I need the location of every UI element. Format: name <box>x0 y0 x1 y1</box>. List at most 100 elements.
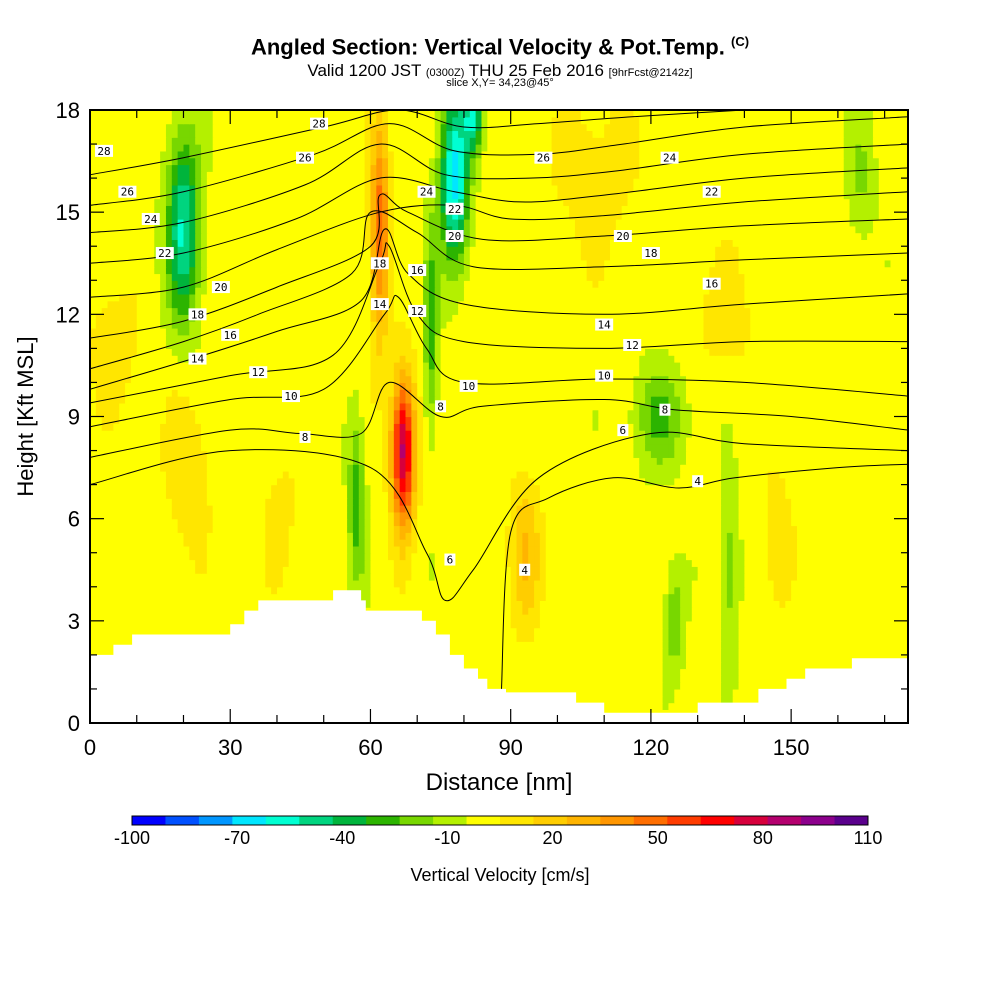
velocity-cell <box>668 600 675 608</box>
velocity-cell <box>721 505 728 513</box>
velocity-cell <box>563 654 570 663</box>
velocity-cell <box>107 579 114 588</box>
velocity-cell <box>580 586 588 595</box>
velocity-cell <box>119 614 126 622</box>
velocity-cell <box>610 688 617 697</box>
velocity-cell <box>685 593 693 601</box>
velocity-cell <box>563 641 570 649</box>
velocity-cell <box>580 634 588 642</box>
velocity-cell <box>446 600 453 608</box>
velocity-cell <box>872 586 880 595</box>
velocity-cell <box>522 559 529 567</box>
velocity-cell <box>884 511 892 520</box>
velocity-cell <box>750 600 757 608</box>
velocity-cell <box>411 573 418 581</box>
velocity-cell <box>113 559 120 567</box>
velocity-cell <box>715 579 722 588</box>
velocity-cell <box>802 532 810 540</box>
velocity-cell <box>837 641 845 649</box>
velocity-cell <box>253 600 261 608</box>
velocity-cell <box>130 539 138 547</box>
velocity-cell <box>113 634 120 642</box>
velocity-cell <box>288 477 296 486</box>
velocity-cell <box>633 600 640 608</box>
velocity-cell <box>329 518 336 527</box>
velocity-cell <box>703 566 710 574</box>
velocity-cell <box>528 505 535 513</box>
velocity-cell <box>691 525 699 533</box>
velocity-cell <box>574 695 582 704</box>
velocity-cell <box>306 511 313 520</box>
velocity-cell <box>574 688 582 697</box>
velocity-cell <box>563 525 570 533</box>
velocity-cell <box>691 593 699 601</box>
velocity-cell <box>580 566 588 574</box>
velocity-cell <box>563 573 570 581</box>
velocity-cell <box>650 498 658 506</box>
velocity-cell <box>458 532 465 540</box>
velocity-cell <box>545 607 553 615</box>
velocity-cell <box>890 579 897 588</box>
velocity-cell <box>130 620 138 629</box>
velocity-cell <box>902 634 908 642</box>
velocity-cell <box>218 532 225 540</box>
velocity-cell <box>387 484 395 493</box>
velocity-cell <box>569 518 576 527</box>
velocity-cell <box>627 675 634 683</box>
velocity-cell <box>481 484 488 493</box>
velocity-cell <box>130 498 138 506</box>
velocity-cell <box>300 518 307 527</box>
velocity-cell <box>861 552 868 561</box>
velocity-cell <box>522 661 529 670</box>
velocity-cell <box>872 559 880 567</box>
velocity-cell <box>580 539 588 547</box>
velocity-cell <box>650 511 658 520</box>
velocity-cell <box>300 545 307 554</box>
velocity-cell <box>557 614 564 622</box>
velocity-cell <box>645 539 652 547</box>
velocity-cell <box>487 593 494 601</box>
velocity-cell <box>545 559 553 567</box>
velocity-cell <box>814 614 821 622</box>
velocity-cell <box>855 559 862 567</box>
velocity-cell <box>826 607 833 615</box>
velocity-cell <box>855 579 862 588</box>
velocity-cell <box>551 654 559 663</box>
velocity-cell <box>750 566 757 574</box>
velocity-cell <box>317 539 325 547</box>
velocity-cell <box>493 661 500 670</box>
velocity-cell <box>569 614 576 622</box>
velocity-cell <box>796 491 804 499</box>
velocity-cell <box>154 511 161 520</box>
velocity-cell <box>551 634 559 642</box>
velocity-cell <box>288 491 296 499</box>
velocity-cell <box>218 573 225 581</box>
velocity-cell <box>428 525 436 533</box>
velocity-cell <box>557 586 564 595</box>
velocity-cell <box>165 579 173 588</box>
velocity-cell <box>154 484 161 493</box>
velocity-cell <box>195 586 202 595</box>
velocity-cell <box>218 484 225 493</box>
velocity-cell <box>516 532 523 540</box>
velocity-cell <box>487 498 494 506</box>
velocity-cell <box>148 620 155 629</box>
velocity-cell <box>557 552 564 561</box>
velocity-cell <box>417 525 424 533</box>
velocity-cell <box>569 484 576 493</box>
velocity-cell <box>458 566 465 574</box>
velocity-cell <box>867 579 874 588</box>
velocity-cell <box>820 525 827 533</box>
velocity-cell <box>510 641 518 649</box>
velocity-cell <box>837 566 845 574</box>
velocity-cell <box>791 648 798 656</box>
velocity-cell <box>510 634 518 642</box>
velocity-cell <box>487 552 494 561</box>
velocity-cell <box>107 641 114 649</box>
velocity-cell <box>563 600 570 608</box>
velocity-cell <box>867 614 874 622</box>
velocity-cell <box>130 552 138 561</box>
velocity-cell <box>539 566 547 574</box>
velocity-cell <box>469 559 477 567</box>
velocity-cell <box>539 491 547 499</box>
